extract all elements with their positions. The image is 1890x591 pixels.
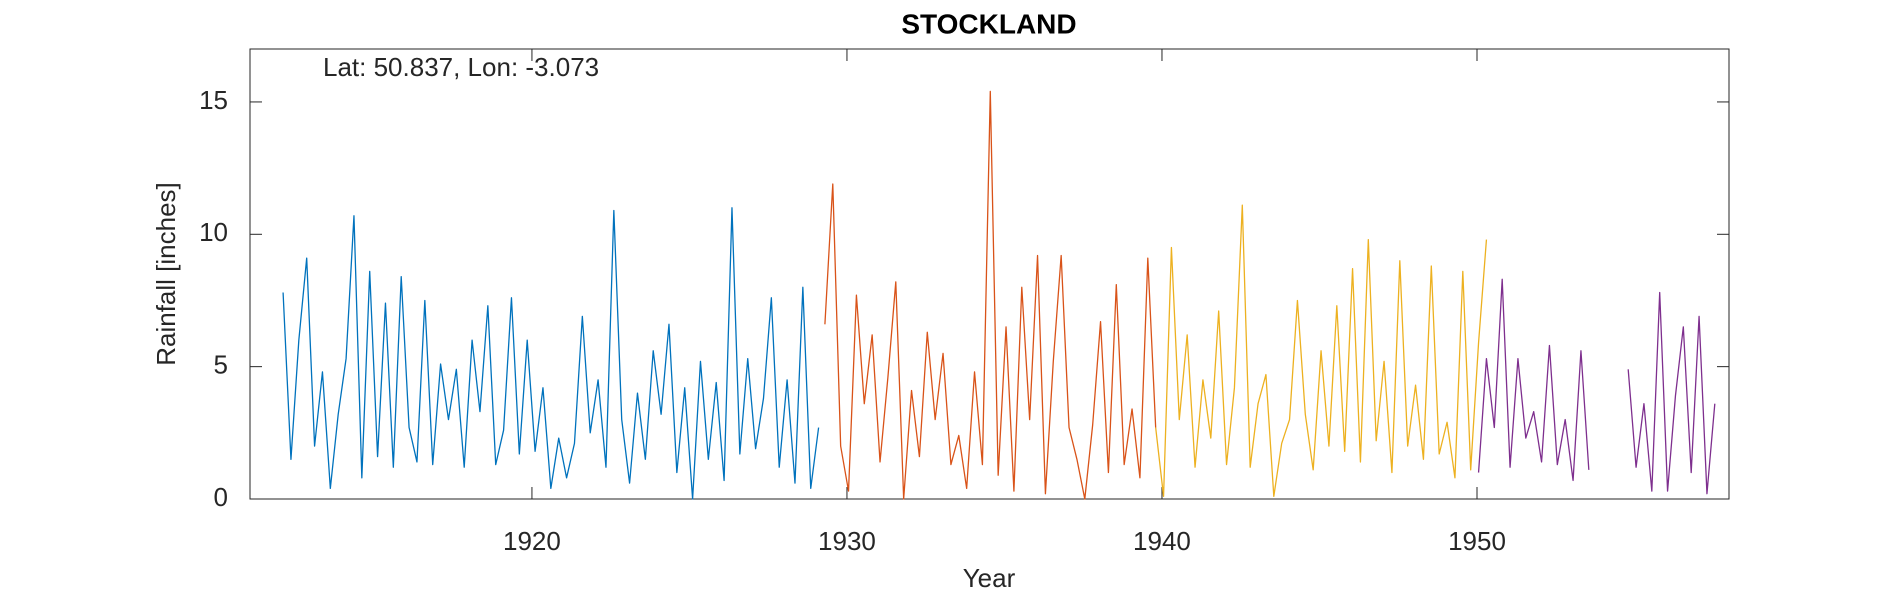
x-axis-label: Year [963,563,1016,591]
series-line [824,90,1157,500]
series-line [1155,204,1488,497]
y-tick-label: 15 [199,85,228,115]
series-line [1477,278,1716,495]
y-tick-label: 10 [199,217,228,247]
y-axis-label: Rainfall [inches] [151,182,181,366]
x-tick-label: 1940 [1133,526,1191,556]
y-tick-label: 5 [214,350,228,380]
y-tick-label: 0 [214,482,228,512]
x-tick-label: 1950 [1448,526,1506,556]
chart-title: STOCKLAND [901,8,1076,39]
annotation: Lat: 50.837, Lon: -3.073 [323,52,599,82]
x-tick-label: 1920 [503,526,561,556]
series-line [282,207,820,500]
x-tick-label: 1930 [818,526,876,556]
